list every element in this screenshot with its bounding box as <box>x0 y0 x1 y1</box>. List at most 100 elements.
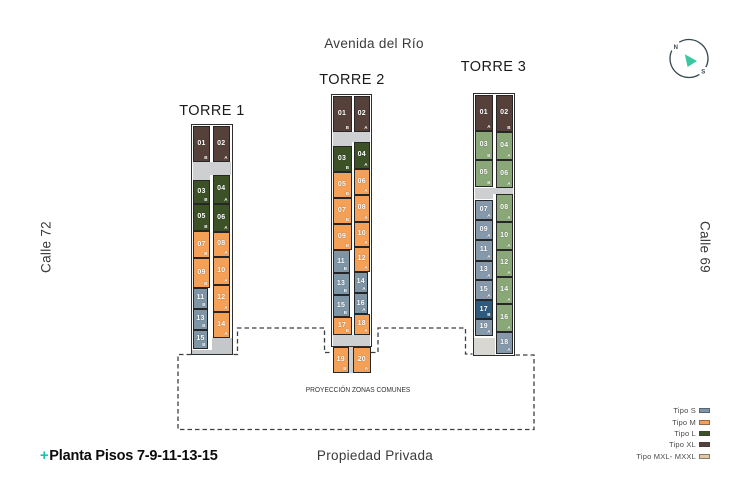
unit-number: 11 <box>337 257 345 265</box>
tower-3-unit-03[interactable]: 03 B <box>474 131 493 160</box>
tower-2-unit-16[interactable]: 16 A <box>353 293 368 314</box>
tower-1-unit-14[interactable]: 14 A <box>212 311 230 338</box>
unit-letter: A <box>487 253 491 259</box>
tower-2-core-area <box>349 346 353 373</box>
legend-swatch <box>699 419 710 425</box>
unit-letter: B <box>487 312 491 317</box>
tower-1-unit-07[interactable]: 07 B <box>193 231 210 258</box>
propiedad-privada-label: Propiedad Privada <box>316 448 434 463</box>
tower-3-unit-07[interactable]: 07 A <box>474 200 493 220</box>
tower-2-unit-06[interactable]: 06 A <box>353 169 370 195</box>
legend-swatch <box>699 430 710 436</box>
unit-number: 16 <box>500 313 509 321</box>
tower-2-unit-13[interactable]: 13 B <box>332 273 350 295</box>
tower-2-unit-20[interactable]: 20 A <box>353 346 371 373</box>
tower-2-unit-04[interactable]: 04 A <box>353 141 370 169</box>
unit-letter: B <box>345 125 349 130</box>
tower-2-unit-12[interactable]: 12 A <box>353 246 370 272</box>
tower-2-unit-07[interactable]: 07 B <box>332 198 352 224</box>
unit-letter: A <box>487 328 491 334</box>
unit-number: 07 <box>479 206 488 214</box>
unit-number: 09 <box>479 226 488 234</box>
tower-3-unit-06[interactable]: 06 A <box>495 159 513 188</box>
tower-1-unit-02[interactable]: 02 A <box>212 125 230 162</box>
tower-1-unit-15[interactable]: 15 B <box>193 329 208 349</box>
tower-3-unit-09[interactable]: 09 A <box>474 220 493 240</box>
tower-3-unit-17[interactable]: 17 B <box>474 300 493 319</box>
tower-3-unit-14[interactable]: 14 A <box>495 277 513 304</box>
compass-arrow-icon <box>684 54 697 67</box>
tower-3-unit-05[interactable]: 05 B <box>474 159 493 187</box>
unit-number: 14 <box>217 320 226 328</box>
tower-2-title: TORRE 2 <box>319 71 385 88</box>
unit-letter: A <box>224 249 228 255</box>
tower-1-unit-11[interactable]: 11 B <box>193 287 208 309</box>
unit-number: 17 <box>479 305 488 313</box>
unit-number: 02 <box>217 139 226 147</box>
unit-letter: A <box>487 124 491 129</box>
compass-ring-arc <box>669 50 700 79</box>
unit-number: 11 <box>196 294 205 302</box>
tower-2-unit-14[interactable]: 14 A <box>353 271 368 293</box>
unit-letter: A <box>224 196 228 202</box>
unit-letter: A <box>224 154 228 160</box>
tower-3-unit-15[interactable]: 15 A <box>474 279 493 300</box>
tower-2-unit-15[interactable]: 15 B <box>332 295 350 317</box>
compass-ring-arc <box>678 38 709 68</box>
tower-3-unit-10[interactable]: 10 A <box>495 221 513 250</box>
tower-3-unit-19[interactable]: 19 A <box>474 319 493 336</box>
tower-2-unit-18[interactable]: 18 A <box>353 314 370 335</box>
unit-number: 03 <box>197 187 206 195</box>
unit-letter: B <box>204 196 208 202</box>
tower-1-unit-06[interactable]: 06 A <box>212 203 230 232</box>
tower-2-unit-03[interactable]: 03 B <box>332 145 352 172</box>
tower-3-unit-02[interactable]: 02 B <box>495 95 513 132</box>
unit-letter: B <box>345 191 349 196</box>
legend-label: Tipo XL <box>669 440 696 450</box>
tower-3-unit-04[interactable]: 04 A <box>495 131 513 160</box>
unit-number: 08 <box>357 204 366 212</box>
caption-plus-icon: + <box>40 448 49 464</box>
unit-number: 20 <box>357 355 366 363</box>
tower-2-unit-08[interactable]: 08 A <box>353 194 370 222</box>
unit-number: 12 <box>357 255 366 263</box>
tower-1-unit-08[interactable]: 08 A <box>212 231 230 257</box>
tower-1-unit-13[interactable]: 13 B <box>193 308 208 330</box>
unit-number: 03 <box>337 154 347 162</box>
unit-letter: A <box>362 307 366 312</box>
unit-letter: A <box>224 330 228 336</box>
tower-3-unit-13[interactable]: 13 A <box>474 260 493 280</box>
dashed-boundary-segment <box>177 353 535 431</box>
unit-number: 19 <box>479 323 488 331</box>
tower-2-unit-02[interactable]: 02 A <box>353 95 370 132</box>
tower-1-unit-09[interactable]: 09 B <box>193 258 210 288</box>
tower-1-unit-12[interactable]: 12 A <box>212 284 230 312</box>
tower-1-core-area <box>192 161 231 175</box>
tower-3-unit-01[interactable]: 01 A <box>474 95 493 131</box>
tower-2-unit-10[interactable]: 10 A <box>353 221 370 247</box>
tower-1-unit-04[interactable]: 04 A <box>212 175 230 204</box>
tower-2-unit-01[interactable]: 01 B <box>332 95 352 132</box>
tower-3-unit-08[interactable]: 08 A <box>495 194 513 222</box>
unit-number: 07 <box>197 240 206 248</box>
tower-2-unit-11[interactable]: 11 B <box>332 250 350 273</box>
tower-3-unit-12[interactable]: 12 A <box>495 249 513 277</box>
unit-number: 13 <box>479 266 488 274</box>
tower-2-unit-05[interactable]: 05 B <box>332 171 352 198</box>
tower-3-unit-18[interactable]: 18 A <box>495 331 513 354</box>
tower-1-unit-05[interactable]: 05 B <box>193 203 210 231</box>
tower-2-unit-19[interactable]: 19 B <box>332 346 349 373</box>
tower-3-unit-11[interactable]: 11 A <box>474 240 493 261</box>
tower-1-unit-03[interactable]: 03 B <box>193 179 210 204</box>
unit-letter: B <box>204 224 208 229</box>
tower-3-unit-16[interactable]: 16 A <box>495 303 513 332</box>
tower-1-unit-01[interactable]: 01 B <box>193 125 210 162</box>
unit-letter: A <box>224 224 228 230</box>
unit-number: 09 <box>337 233 347 241</box>
tower-2-unit-17[interactable]: 17 B <box>332 317 352 335</box>
unit-number: 12 <box>500 259 509 267</box>
tower-1-unit-10[interactable]: 10 A <box>212 256 230 285</box>
tower-2-unit-09[interactable]: 09 B <box>332 224 352 250</box>
unit-number: 05 <box>337 180 347 188</box>
unit-number: 02 <box>357 109 366 117</box>
